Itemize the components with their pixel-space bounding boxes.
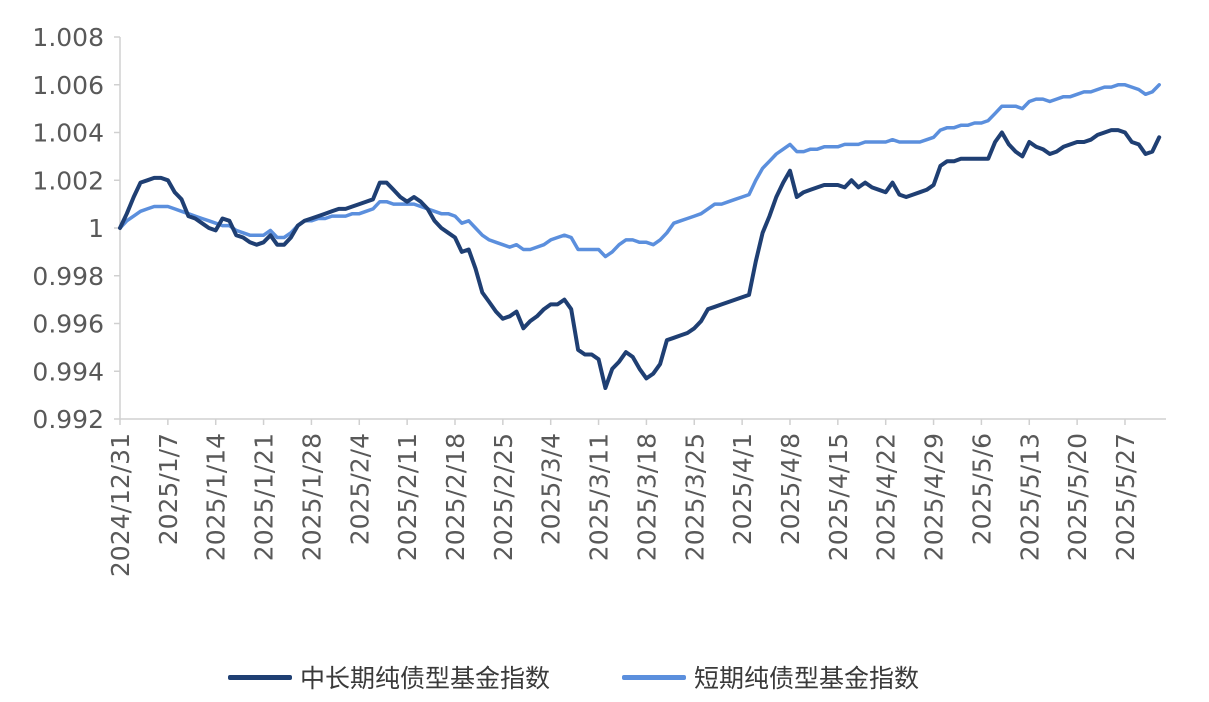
x-tick-label: 2025/5/6	[967, 433, 996, 545]
y-tick-label: 1.006	[32, 71, 104, 100]
legend-item-series-1: 中长期纯债型基金指数	[228, 655, 550, 699]
y-tick-label: 1	[88, 214, 104, 243]
y-tick-label: 0.996	[32, 310, 104, 339]
x-tick-label: 2025/3/11	[585, 433, 614, 561]
x-tick-label: 2025/1/14	[202, 433, 231, 561]
x-tick-label: 2025/2/25	[489, 433, 518, 561]
x-tick-label: 2025/4/29	[920, 433, 949, 561]
x-tick-label: 2025/5/27	[1111, 433, 1140, 561]
x-tick-label: 2025/3/4	[537, 433, 566, 545]
legend-item-series-2: 短期纯债型基金指数	[622, 655, 919, 699]
x-tick-label: 2025/4/8	[776, 433, 805, 545]
series-line-1	[118, 128, 1162, 390]
y-tick-label: 1.008	[32, 23, 104, 52]
x-tick-label: 2025/3/18	[632, 433, 661, 561]
x-tick-label: 2025/1/7	[154, 433, 183, 545]
x-tick-label: 2025/4/15	[824, 433, 853, 561]
legend: 中长期纯债型基金指数 短期纯债型基金指数	[0, 655, 1209, 699]
legend-swatch-series-1	[228, 674, 292, 680]
x-tick-label: 2025/1/28	[297, 433, 326, 561]
x-tick-label: 2025/2/4	[345, 433, 374, 545]
x-tick-label: 2025/4/22	[872, 433, 901, 561]
legend-label-series-1: 中长期纯债型基金指数	[300, 664, 551, 693]
legend-swatch-series-2	[622, 674, 686, 680]
x-tick-label: 2025/4/1	[728, 433, 757, 545]
x-tick-label: 2025/3/25	[680, 433, 709, 561]
y-tick-label: 1.002	[32, 166, 104, 195]
y-tick-label: 0.994	[32, 357, 104, 386]
x-tick-label: 2025/5/20	[1063, 433, 1092, 561]
x-tick-label: 2025/5/13	[1015, 433, 1044, 561]
x-axis: 2024/12/31 2025/1/7 2025/1/14 2025/1/21 2025…	[106, 418, 1166, 577]
series-line-2	[118, 83, 1161, 259]
y-axis: 1.008 1.006 1.004 1.002 1 0.998 0.996 0.994 0.99…	[32, 23, 121, 434]
y-tick-label: 0.998	[32, 262, 104, 291]
x-tick-label: 2025/1/21	[250, 433, 279, 561]
plot-area	[118, 83, 1162, 390]
y-tick-label: 1.004	[32, 119, 104, 148]
x-tick-label: 2025/2/11	[393, 433, 422, 561]
x-tick-label: 2024/12/31	[106, 433, 135, 577]
legend-label-series-2: 短期纯债型基金指数	[694, 664, 920, 693]
y-tick-label: 0.992	[32, 405, 104, 434]
x-tick-label: 2025/2/18	[441, 433, 470, 561]
line-chart-canvas: 1.008 1.006 1.004 1.002 1 0.998 0.996 0.994 0.99…	[32, 23, 1166, 577]
